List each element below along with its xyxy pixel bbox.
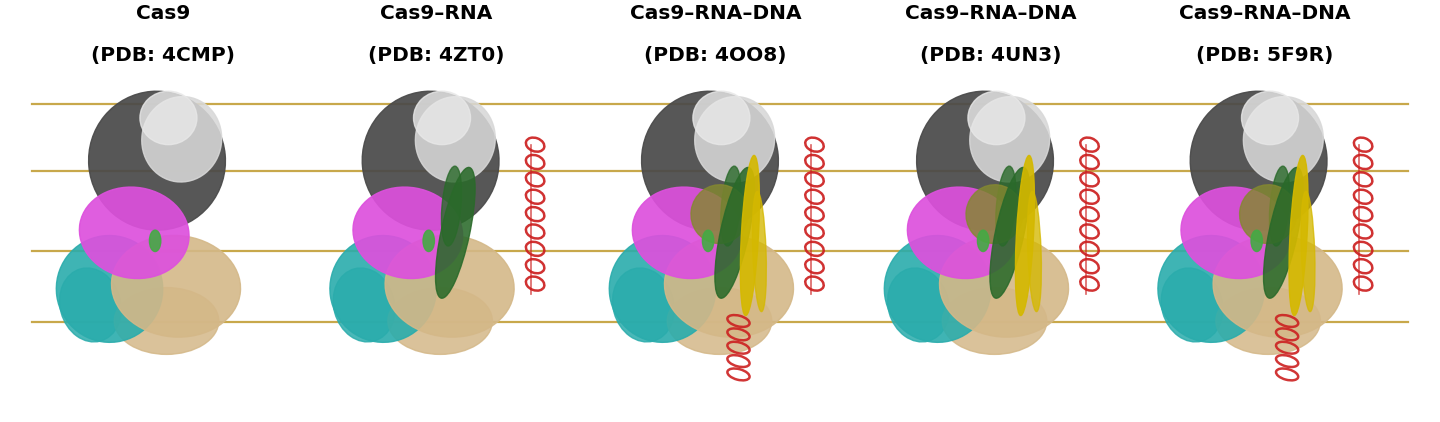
- Ellipse shape: [1289, 155, 1308, 316]
- Text: Cas9–RNA–DNA: Cas9–RNA–DNA: [904, 4, 1077, 23]
- Ellipse shape: [111, 235, 240, 337]
- Ellipse shape: [333, 268, 395, 342]
- Ellipse shape: [691, 185, 747, 243]
- Ellipse shape: [330, 235, 436, 342]
- Ellipse shape: [753, 192, 766, 311]
- Ellipse shape: [887, 268, 949, 342]
- Ellipse shape: [1270, 166, 1290, 246]
- Ellipse shape: [664, 235, 793, 337]
- Ellipse shape: [1215, 287, 1320, 354]
- Ellipse shape: [1028, 192, 1041, 311]
- Ellipse shape: [1302, 192, 1315, 311]
- Ellipse shape: [140, 91, 197, 145]
- Ellipse shape: [1263, 168, 1303, 298]
- Ellipse shape: [423, 230, 435, 252]
- Text: (PDB: 4ZT0): (PDB: 4ZT0): [369, 46, 504, 65]
- Ellipse shape: [966, 185, 1022, 243]
- Ellipse shape: [721, 166, 742, 246]
- Ellipse shape: [59, 268, 121, 342]
- Ellipse shape: [667, 287, 772, 354]
- Ellipse shape: [1158, 235, 1264, 342]
- Ellipse shape: [1240, 185, 1296, 243]
- Text: Cas9–RNA–DNA: Cas9–RNA–DNA: [1178, 4, 1351, 23]
- Text: Cas9–RNA: Cas9–RNA: [380, 4, 492, 23]
- Ellipse shape: [609, 235, 716, 342]
- Ellipse shape: [1191, 91, 1328, 230]
- Ellipse shape: [612, 268, 674, 342]
- Ellipse shape: [1015, 155, 1034, 316]
- Ellipse shape: [413, 91, 471, 145]
- Ellipse shape: [442, 166, 462, 246]
- Ellipse shape: [435, 168, 475, 298]
- Ellipse shape: [884, 235, 991, 342]
- Ellipse shape: [1181, 187, 1290, 279]
- Ellipse shape: [693, 91, 750, 145]
- Text: (PDB: 4CMP): (PDB: 4CMP): [91, 46, 235, 65]
- Ellipse shape: [740, 155, 759, 316]
- Ellipse shape: [387, 287, 492, 354]
- Ellipse shape: [714, 168, 755, 298]
- Ellipse shape: [703, 230, 714, 252]
- Ellipse shape: [968, 91, 1025, 145]
- Ellipse shape: [1161, 268, 1223, 342]
- Text: (PDB: 4OO8): (PDB: 4OO8): [645, 46, 786, 65]
- Ellipse shape: [114, 287, 219, 354]
- Ellipse shape: [384, 235, 514, 337]
- Ellipse shape: [989, 168, 1030, 298]
- Ellipse shape: [415, 97, 495, 182]
- Ellipse shape: [1251, 230, 1263, 252]
- Ellipse shape: [907, 187, 1017, 279]
- Ellipse shape: [150, 230, 161, 252]
- Ellipse shape: [939, 235, 1068, 337]
- Ellipse shape: [978, 230, 989, 252]
- Ellipse shape: [353, 187, 462, 279]
- Text: (PDB: 5F9R): (PDB: 5F9R): [1195, 46, 1333, 65]
- Text: Cas9–RNA–DNA: Cas9–RNA–DNA: [629, 4, 802, 23]
- Ellipse shape: [694, 97, 775, 182]
- Ellipse shape: [942, 287, 1047, 354]
- Ellipse shape: [56, 235, 163, 342]
- Text: Cas9: Cas9: [135, 4, 190, 23]
- Ellipse shape: [79, 187, 189, 279]
- Ellipse shape: [363, 91, 500, 230]
- Ellipse shape: [89, 91, 226, 230]
- Ellipse shape: [1241, 91, 1299, 145]
- Ellipse shape: [996, 166, 1017, 246]
- Ellipse shape: [969, 97, 1050, 182]
- Ellipse shape: [141, 97, 222, 182]
- Ellipse shape: [632, 187, 742, 279]
- Ellipse shape: [1212, 235, 1342, 337]
- Text: (PDB: 4UN3): (PDB: 4UN3): [920, 46, 1061, 65]
- Ellipse shape: [642, 91, 779, 230]
- Ellipse shape: [1243, 97, 1323, 182]
- Ellipse shape: [917, 91, 1054, 230]
